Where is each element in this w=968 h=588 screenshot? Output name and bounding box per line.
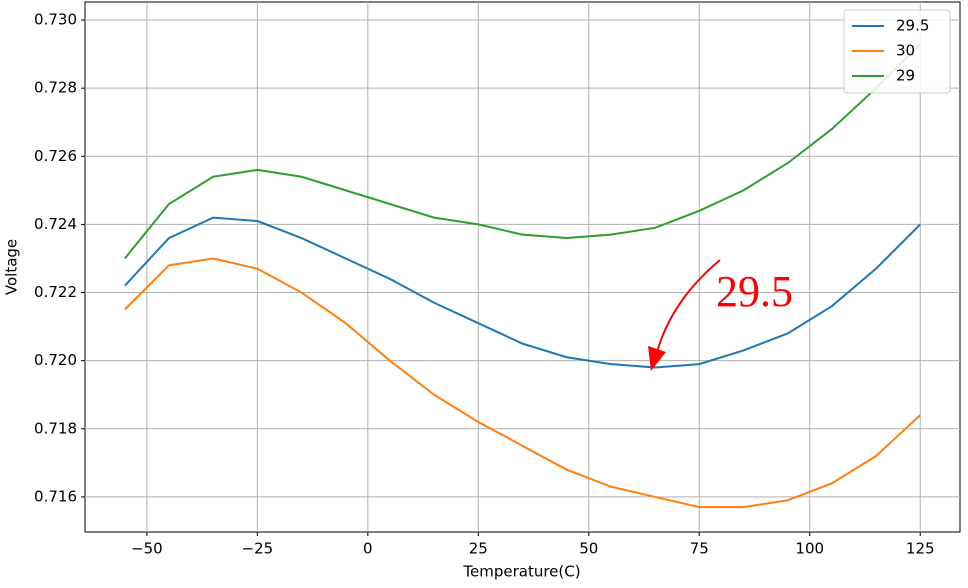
legend-box [843, 9, 951, 94]
legend: 29.5 30 29 [843, 9, 951, 94]
plot-frame [84, 1, 961, 533]
data-line [124, 257, 921, 509]
x-tick-label: 125 [906, 540, 935, 558]
legend-label: 30 [896, 42, 915, 60]
y-tick-label: 0.726 [34, 147, 77, 165]
x-tick-label: 75 [690, 540, 709, 558]
x-axis-label: Temperature(C) [462, 563, 580, 581]
annotation-arrow [656, 259, 721, 353]
x-tick-label: −25 [242, 540, 274, 558]
legend-label: 29.5 [896, 17, 929, 35]
y-axis-label: Voltage [3, 239, 21, 295]
y-tick-label: 0.722 [34, 283, 77, 301]
x-tick-label: 50 [579, 540, 598, 558]
data-line [124, 216, 921, 369]
y-tick-label: 0.730 [34, 11, 77, 29]
y-tick-label: 0.724 [34, 215, 77, 233]
x-tick-label: −50 [131, 540, 163, 558]
x-tick-label: 0 [363, 540, 373, 558]
x-tick-label: 100 [795, 540, 824, 558]
annotation-arrowhead [648, 346, 666, 371]
y-tick-label: 0.728 [34, 79, 77, 97]
y-tick-label: 0.720 [34, 351, 77, 369]
data-line [123, 43, 921, 260]
annotation-text: 29.5 [716, 267, 793, 316]
x-tick-label: 25 [469, 540, 488, 558]
y-tick-label: 0.716 [34, 487, 77, 505]
legend-label: 29 [896, 67, 915, 85]
y-tick-label: 0.718 [34, 419, 77, 437]
